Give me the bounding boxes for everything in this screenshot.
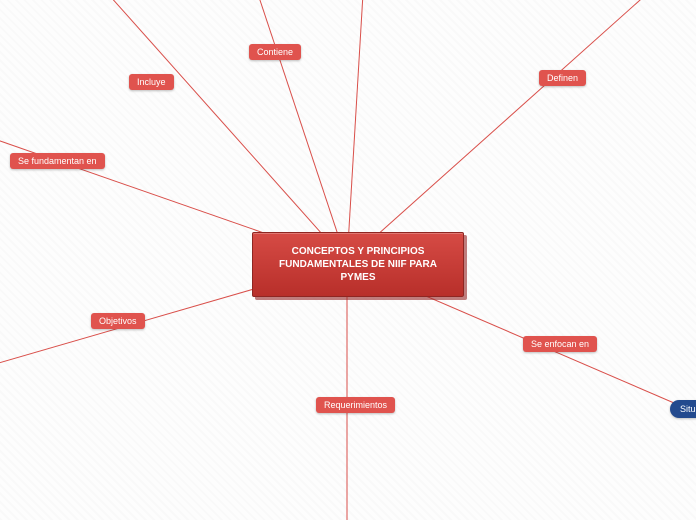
label-situ[interactable]: Situ [670,400,696,418]
label-definen[interactable]: Definen [539,70,586,86]
label-enfocan[interactable]: Se enfocan en [523,336,597,352]
label-objetivos[interactable]: Objetivos [91,313,145,329]
label-requerimientos[interactable]: Requerimientos [316,397,395,413]
label-incluye[interactable]: Incluye [129,74,174,90]
label-fundamentan[interactable]: Se fundamentan en [10,153,105,169]
mindmap-canvas: CONCEPTOS Y PRINCIPIOS FUNDAMENTALES DE … [0,0,696,520]
center-node[interactable]: CONCEPTOS Y PRINCIPIOS FUNDAMENTALES DE … [252,232,464,297]
label-contiene[interactable]: Contiene [249,44,301,60]
